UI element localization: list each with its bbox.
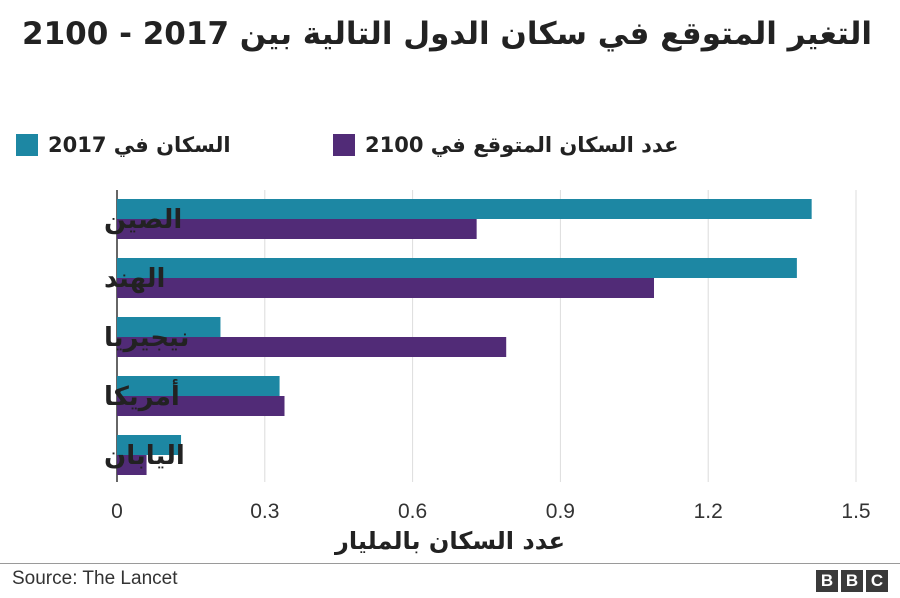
bar-2017 (117, 376, 280, 396)
category-label: الصين (104, 205, 182, 235)
bar-2017 (117, 258, 797, 278)
category-label: نيجيريا (104, 323, 189, 353)
bar-2100 (117, 278, 655, 298)
category-label: اليابان (104, 441, 185, 471)
bbc-logo-letter: C (866, 570, 888, 592)
bbc-logo-letter: B (816, 570, 838, 592)
x-tick-label: 0.6 (398, 500, 427, 523)
bar-2100 (117, 455, 147, 475)
bbc-logo-letter: B (841, 570, 863, 592)
bar-2017 (117, 199, 812, 219)
category-labels: الصين الهند نيجيريا أمريكا اليابان (104, 205, 189, 471)
x-axis-title: عدد السكان بالمليار (334, 527, 565, 555)
legend-label-2100: عدد السكان المتوقع في 2100 (365, 133, 679, 157)
footer-divider (0, 563, 900, 564)
bar-2017 (117, 317, 221, 337)
legend: السكان في 2017 عدد السكان المتوقع في 210… (0, 128, 900, 162)
bar-chart: الصين الهند نيجيريا أمريكا اليابان 0 0.3 0.6 0.… (104, 190, 871, 555)
legend-item-2100: عدد السكان المتوقع في 2100 (333, 128, 678, 162)
x-tick-label: 0.9 (546, 500, 575, 523)
bar-2100 (117, 337, 507, 357)
legend-swatch-2017 (16, 134, 38, 156)
bbc-logo: B B C (816, 570, 888, 592)
x-tick-labels: 0 0.3 0.6 0.9 1.2 1.5 (111, 500, 870, 523)
x-tick-label: 0 (111, 500, 123, 523)
x-tick-label: 1.2 (694, 500, 723, 523)
legend-item-2017: السكان في 2017 (16, 128, 231, 162)
chart-title: التغير المتوقع في سكان الدول التالية بين… (22, 16, 872, 52)
legend-swatch-2100 (333, 134, 355, 156)
bar-2100 (117, 396, 285, 416)
category-label: أمريكا (104, 379, 180, 412)
category-label: الهند (104, 264, 165, 294)
source-note: Source: The Lancet (12, 568, 178, 589)
bar-2100 (117, 219, 477, 239)
x-tick-label: 1.5 (841, 500, 870, 523)
x-tick-label: 0.3 (250, 500, 279, 523)
bars (117, 199, 812, 475)
legend-label-2017: السكان في 2017 (48, 133, 231, 157)
bar-2017 (117, 435, 182, 455)
